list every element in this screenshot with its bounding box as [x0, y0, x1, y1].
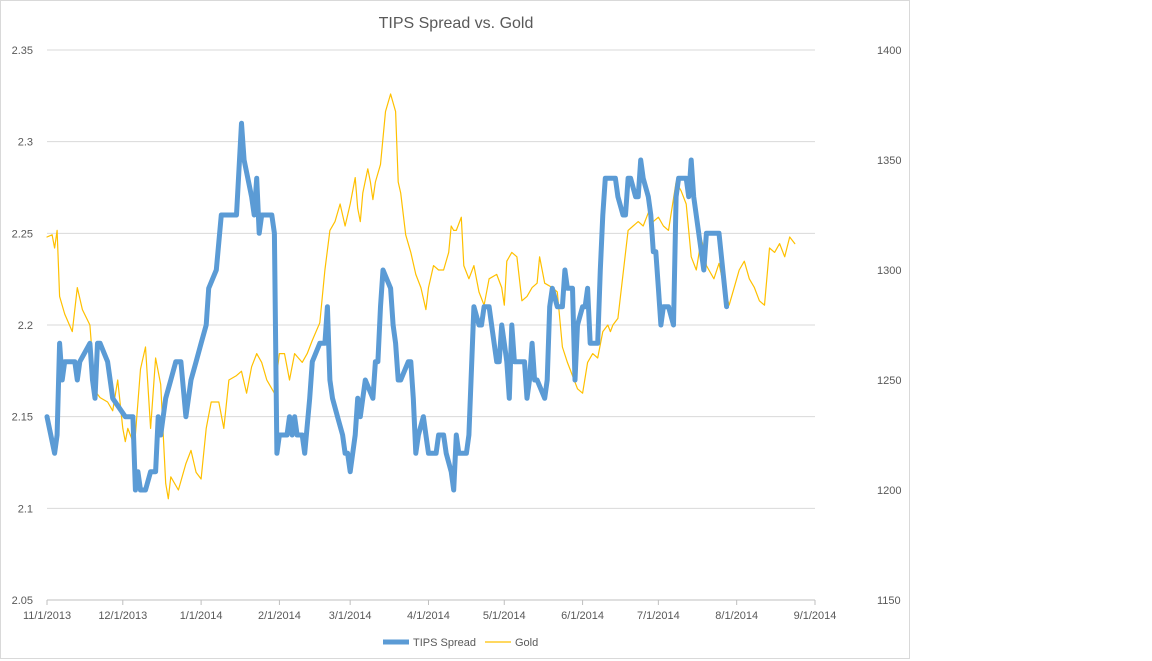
chart-svg: TIPS Spread vs. Gold 2.052.12.152.22.252…: [12, 15, 902, 649]
right-axis: 1150 1200 1250 1300 1350 1400: [877, 45, 901, 607]
y-left-tick-label: 2.15: [12, 412, 33, 424]
series-line-gold: [46, 93, 796, 500]
legend-label: TIPS Spread: [413, 637, 476, 649]
series-layer: [44, 93, 796, 500]
x-tick-label: 6/1/2014: [561, 610, 604, 622]
y-left-tick-label: 2.25: [12, 228, 33, 240]
chart-title: TIPS Spread vs. Gold: [379, 15, 534, 32]
y-right-tick-label: 1200: [877, 485, 901, 497]
y-left-tick-label: 2.2: [18, 320, 33, 332]
chart-area: TIPS Spread vs. Gold 2.05 2.1 2.15 2.2 2.25 2…: [0, 0, 910, 659]
x-axis: 11/1/2013 12/1/2013 1/1/2014 2/1/2014 3/1/20…: [23, 599, 837, 622]
x-tick-label: 2/1/2014: [258, 610, 301, 622]
y-left-tick-label: 2.05: [12, 595, 33, 607]
x-tick-label: 9/1/2014: [794, 610, 837, 622]
x-tick-label: 12/1/2013: [98, 610, 147, 622]
legend-label: Gold: [515, 637, 538, 649]
y-right-tick-label: 1400: [877, 45, 901, 57]
y-left-tick-label: 2.1: [18, 503, 33, 515]
gridlines: [47, 49, 815, 601]
x-tick-label: 7/1/2014: [637, 610, 680, 622]
x-tick-label: 5/1/2014: [483, 610, 526, 622]
x-tick-label: 11/1/2013: [23, 610, 71, 622]
y-right-tick-label: 1300: [877, 265, 901, 277]
series-line-tips-spread: [44, 120, 730, 493]
y-right-tick-label: 1150: [877, 595, 901, 607]
y-right-tick-label: 1250: [877, 375, 901, 387]
y-right-tick-label: 1350: [877, 155, 901, 167]
x-tick-label: 8/1/2014: [715, 610, 758, 622]
x-tick-label: 4/1/2014: [407, 610, 450, 622]
x-tick-label: 1/1/2014: [180, 610, 223, 622]
x-tick-label: 3/1/2014: [329, 610, 372, 622]
y-left-tick-label: 2.3: [18, 137, 33, 149]
legend: TIPS Spread Gold: [383, 637, 538, 649]
y-left-tick-label: 2.35: [12, 45, 33, 57]
left-axis: 2.05 2.1 2.15 2.2 2.25 2.3 2.35: [12, 45, 33, 607]
